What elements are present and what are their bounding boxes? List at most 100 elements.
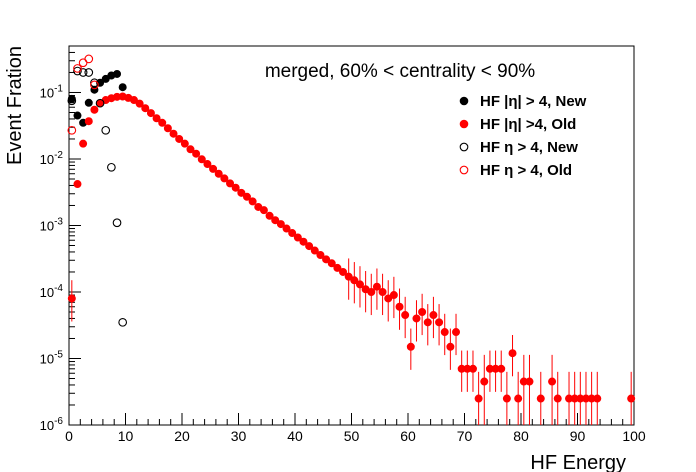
data-point bbox=[265, 211, 274, 220]
data-point bbox=[548, 377, 557, 386]
data-point bbox=[84, 98, 93, 107]
data-point bbox=[95, 98, 105, 108]
data-point bbox=[101, 125, 111, 135]
data-point bbox=[141, 104, 150, 113]
data-point bbox=[220, 174, 229, 183]
data-point bbox=[209, 164, 218, 173]
data-point bbox=[67, 94, 76, 103]
data-point bbox=[593, 394, 602, 403]
legend-label: HF η > 4, New bbox=[480, 139, 578, 156]
data-point bbox=[73, 66, 82, 76]
data-point bbox=[197, 155, 206, 164]
data-point bbox=[446, 342, 455, 351]
data-point bbox=[327, 259, 336, 268]
data-point bbox=[237, 188, 246, 197]
data-point bbox=[169, 129, 178, 138]
data-point bbox=[333, 263, 342, 272]
data-point bbox=[73, 111, 82, 120]
x-tick-label: 0 bbox=[65, 428, 73, 444]
x-tick-label: 100 bbox=[622, 428, 646, 444]
x-tick-label: 70 bbox=[457, 428, 473, 444]
data-point bbox=[203, 160, 212, 169]
data-point bbox=[163, 124, 172, 133]
data-point bbox=[339, 267, 348, 276]
y-tick-label: 10-3 bbox=[40, 216, 64, 233]
data-point bbox=[367, 287, 376, 296]
x-tick-label: 30 bbox=[231, 428, 247, 444]
data-point bbox=[259, 206, 268, 215]
x-tick-label: 40 bbox=[287, 428, 303, 444]
x-axis-label: HF Energy bbox=[530, 452, 626, 472]
data-point bbox=[84, 117, 93, 126]
data-point bbox=[152, 114, 161, 123]
data-point bbox=[248, 197, 257, 206]
legend-label: HF |η| > 4, New bbox=[480, 93, 587, 110]
data-point bbox=[90, 80, 99, 90]
data-point bbox=[497, 364, 506, 373]
data-point bbox=[468, 364, 477, 373]
data-point bbox=[514, 394, 523, 403]
data-point bbox=[67, 294, 76, 303]
data-point bbox=[423, 318, 432, 327]
data-point bbox=[146, 109, 155, 118]
data-point bbox=[84, 54, 94, 64]
data-point bbox=[180, 139, 189, 148]
data-point bbox=[90, 105, 99, 114]
data-point bbox=[282, 224, 291, 233]
data-point bbox=[435, 318, 444, 327]
data-point bbox=[350, 276, 359, 285]
data-point bbox=[226, 179, 235, 188]
legend-marker bbox=[459, 165, 469, 175]
x-tick-label: 10 bbox=[118, 428, 134, 444]
data-point bbox=[129, 96, 138, 105]
data-point bbox=[412, 314, 421, 323]
y-tick-label: 10-2 bbox=[40, 150, 64, 167]
data-point bbox=[113, 69, 122, 78]
data-point bbox=[322, 255, 331, 264]
data-point bbox=[118, 317, 128, 327]
data-point bbox=[525, 377, 534, 386]
data-point bbox=[395, 302, 404, 311]
data-point bbox=[135, 99, 144, 108]
data-point bbox=[175, 134, 184, 143]
chart-title: merged, 60% < centrality < 90% bbox=[265, 61, 535, 82]
data-point bbox=[480, 377, 489, 386]
data-point bbox=[293, 233, 302, 242]
data-point bbox=[158, 118, 167, 127]
data-point bbox=[401, 311, 410, 320]
data-point bbox=[242, 192, 251, 201]
data-point bbox=[389, 291, 398, 300]
data-point bbox=[90, 78, 99, 88]
data-point bbox=[418, 308, 427, 317]
y-axis-label: Event Fration bbox=[4, 46, 26, 165]
data-point bbox=[78, 68, 88, 77]
data-point bbox=[79, 139, 88, 148]
data-point bbox=[214, 169, 223, 178]
data-point bbox=[192, 149, 201, 158]
data-point bbox=[107, 162, 116, 172]
data-point bbox=[84, 68, 94, 77]
x-tick-label: 60 bbox=[400, 428, 416, 444]
data-point bbox=[299, 237, 308, 246]
legend-marker bbox=[459, 119, 469, 129]
data-point bbox=[271, 216, 280, 225]
data-point bbox=[440, 328, 449, 337]
x-tick-label: 50 bbox=[344, 428, 360, 444]
data-point bbox=[474, 394, 483, 403]
data-point bbox=[316, 250, 325, 259]
data-point bbox=[452, 328, 461, 337]
data-point bbox=[73, 64, 82, 73]
y-tick-label: 10-1 bbox=[40, 83, 64, 100]
data-point bbox=[310, 246, 319, 255]
y-tick-label: 10-4 bbox=[40, 283, 64, 300]
data-point bbox=[627, 394, 636, 403]
data-point bbox=[186, 145, 195, 154]
y-tick-label: 10-6 bbox=[40, 416, 64, 433]
data-point bbox=[73, 180, 82, 189]
data-point bbox=[355, 280, 364, 289]
data-point bbox=[112, 218, 122, 228]
data-point bbox=[288, 229, 297, 238]
data-point bbox=[276, 220, 285, 229]
legend-marker bbox=[459, 142, 469, 152]
